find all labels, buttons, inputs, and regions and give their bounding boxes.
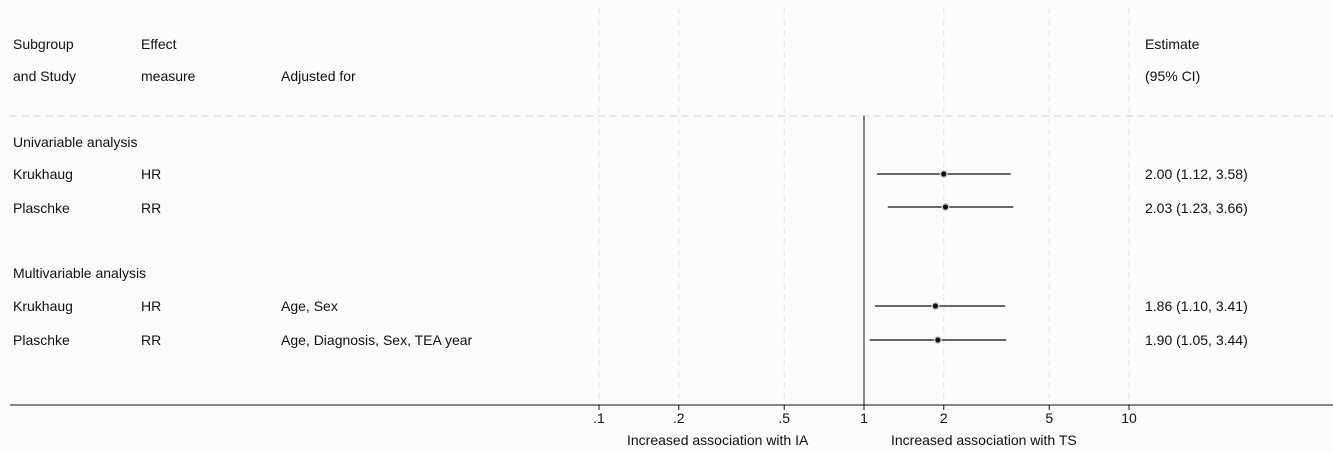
row-estimate: 2.00 (1.12, 3.58) xyxy=(1145,166,1248,182)
estimate-marker xyxy=(942,204,949,210)
x-label-left: Increased association with IA xyxy=(627,432,809,448)
x-label-right: Increased association with TS xyxy=(891,432,1077,448)
row-study: Krukhaug xyxy=(13,298,73,314)
row-estimate: 1.86 (1.10, 3.41) xyxy=(1145,298,1248,314)
x-tick-label: 1 xyxy=(860,410,868,426)
estimate-marker xyxy=(932,303,939,309)
row-measure: RR xyxy=(141,332,162,348)
row-study: Plaschke xyxy=(13,200,70,216)
row-study: Krukhaug xyxy=(13,166,73,182)
x-tick-label: 5 xyxy=(1045,410,1054,426)
x-tick-label: .5 xyxy=(778,410,791,426)
row-measure: HR xyxy=(141,298,162,314)
group-label-univariable: Univariable analysis xyxy=(13,134,138,150)
row-measure: HR xyxy=(141,166,162,182)
x-tick-label: 2 xyxy=(939,410,948,426)
row-measure: RR xyxy=(141,200,162,216)
x-tick-label: .1 xyxy=(593,410,605,426)
header-measure: measure xyxy=(141,68,196,84)
estimate-marker xyxy=(935,337,941,343)
x-tick-label: 10 xyxy=(1121,410,1137,426)
header-effect: Effect xyxy=(141,36,177,52)
row-adjusted: Age, Sex xyxy=(281,298,338,314)
group-label-multivariable: Multivariable analysis xyxy=(13,265,147,281)
row-study: Plaschke xyxy=(13,332,70,348)
header-and-study: and Study xyxy=(13,68,77,84)
header-adjusted-for: Adjusted for xyxy=(281,68,356,84)
header-subgroup: Subgroup xyxy=(13,36,74,52)
x-tick-label: .2 xyxy=(672,410,685,426)
header-estimate: Estimate xyxy=(1145,36,1200,52)
row-estimate: 1.90 (1.05, 3.44) xyxy=(1145,332,1248,348)
estimate-marker xyxy=(941,171,947,177)
row-adjusted: Age, Diagnosis, Sex, TEA year xyxy=(281,332,473,348)
row-estimate: 2.03 (1.23, 3.66) xyxy=(1145,200,1248,216)
header-ci: (95% CI) xyxy=(1145,68,1201,84)
